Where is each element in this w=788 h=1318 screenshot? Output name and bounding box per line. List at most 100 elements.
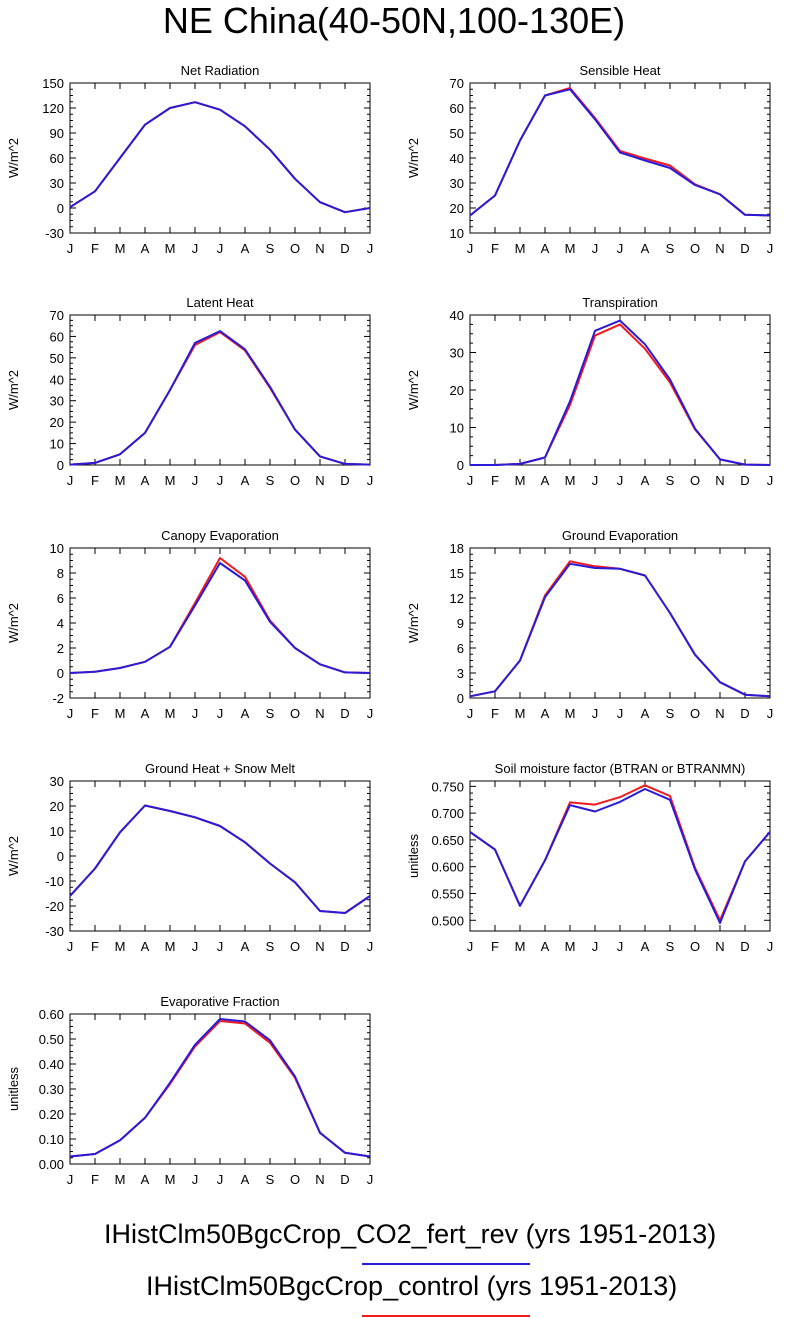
y-tick-label: 30 [50,774,64,789]
page-title: NE China(40-50N,100-130E) [162,0,626,41]
y-axis-label: W/m^2 [406,138,421,178]
chart-ground-heat-snow-melt: Ground Heat + Snow Melt W/m^2 -30 -20 -10 0 10… [6,761,373,954]
x-tick-label: D [340,241,349,256]
x-tick-label: J [467,706,474,721]
x-tick-label: J [367,473,374,488]
x-tick-label: A [541,939,550,954]
x-tick-label: A [141,241,150,256]
x-tick-label: D [340,706,349,721]
y-tick-label: 12 [450,591,464,606]
chart-evaporative-fraction: Evaporative Fraction unitless 0.00 0.10 0.20… [6,994,373,1187]
x-tick-label: J [592,241,599,256]
series-line-control [469,784,771,922]
y-tick-label: 0.700 [431,806,464,821]
y-tick-label: 40 [450,308,464,323]
legend-swatch-co2-fert-rev [362,1263,530,1265]
y-tick-label: 0 [57,201,64,216]
x-tick-label: J [617,939,624,954]
x-tick-label: S [666,241,675,256]
y-axis-label: unitless [406,833,421,878]
y-tick-label: -30 [45,226,64,241]
y-tick-label: 18 [450,541,464,556]
y-tick-label: 10 [50,541,64,556]
x-tick-label: D [740,706,749,721]
x-tick-label: M [565,473,576,488]
y-tick-label: 60 [450,101,464,116]
y-tick-label: 0.50 [39,1032,64,1047]
y-tick-label: 70 [450,76,464,91]
y-tick-label: -30 [45,924,64,939]
x-tick-label: A [241,1172,250,1187]
x-tick-label: J [217,473,224,488]
x-tick-label: J [67,1172,74,1187]
y-tick-label: 0.750 [431,779,464,794]
x-tick-label: S [266,939,275,954]
x-tick-label: A [241,241,250,256]
x-tick-label: A [141,1172,150,1187]
plot-frame [69,82,371,234]
chart-title: Transpiration [582,295,657,310]
plot-frame [469,82,771,234]
y-tick-label: 10 [50,824,64,839]
x-tick-label: N [315,241,324,256]
x-tick-label: A [541,473,550,488]
x-tick-label: J [192,939,199,954]
x-tick-label: F [491,939,499,954]
x-tick-label: A [241,706,250,721]
x-tick-label: A [141,473,150,488]
x-tick-label: F [91,939,99,954]
y-tick-label: 60 [50,329,64,344]
x-tick-label: J [67,706,74,721]
y-tick-label: 40 [50,372,64,387]
x-tick-label: J [217,939,224,954]
y-tick-label: 0.20 [39,1107,64,1122]
x-tick-label: J [67,473,74,488]
x-tick-label: O [290,706,300,721]
x-tick-label: M [165,1172,176,1187]
y-tick-label: 20 [50,799,64,814]
y-tick-label: 0.550 [431,887,464,902]
chart-title: Net Radiation [181,63,260,78]
plot-frame [69,780,371,932]
x-tick-label: J [367,241,374,256]
y-axis-label: W/m^2 [6,138,21,178]
y-tick-label: 20 [450,201,464,216]
x-tick-label: A [641,939,650,954]
y-tick-label: 0.600 [431,860,464,875]
y-axis-label: unitless [6,1066,21,1111]
y-tick-label: 70 [50,308,64,323]
y-tick-label: 0.500 [431,913,464,928]
series-line-control [469,560,771,698]
x-tick-label: M [115,706,126,721]
x-tick-label: O [690,241,700,256]
x-tick-label: J [767,706,774,721]
chart-title: Evaporative Fraction [160,994,279,1009]
x-tick-label: J [367,1172,374,1187]
y-tick-label: 0.10 [39,1132,64,1147]
x-tick-label: J [192,241,199,256]
series-line-co2-fert-rev [69,101,371,214]
x-tick-label: A [641,241,650,256]
x-tick-label: M [165,473,176,488]
y-tick-label: 30 [450,346,464,361]
y-tick-label: 0.650 [431,833,464,848]
plot-frame [469,547,771,699]
x-tick-label: A [141,706,150,721]
x-tick-label: J [592,706,599,721]
legend-entry-co2-fert-rev: IHistClm50BgcCrop_CO2_fert_rev (yrs 1951… [104,1219,717,1249]
x-tick-label: O [290,939,300,954]
series-line-co2-fert-rev [469,788,771,924]
x-tick-label: M [165,241,176,256]
y-tick-label: 15 [450,566,464,581]
x-tick-label: J [592,473,599,488]
x-tick-label: D [340,939,349,954]
x-tick-label: M [165,706,176,721]
y-axis-label: W/m^2 [406,603,421,643]
x-tick-label: F [91,241,99,256]
y-tick-label: 10 [450,421,464,436]
chart-title: Ground Heat + Snow Melt [145,761,295,776]
x-tick-label: D [740,939,749,954]
